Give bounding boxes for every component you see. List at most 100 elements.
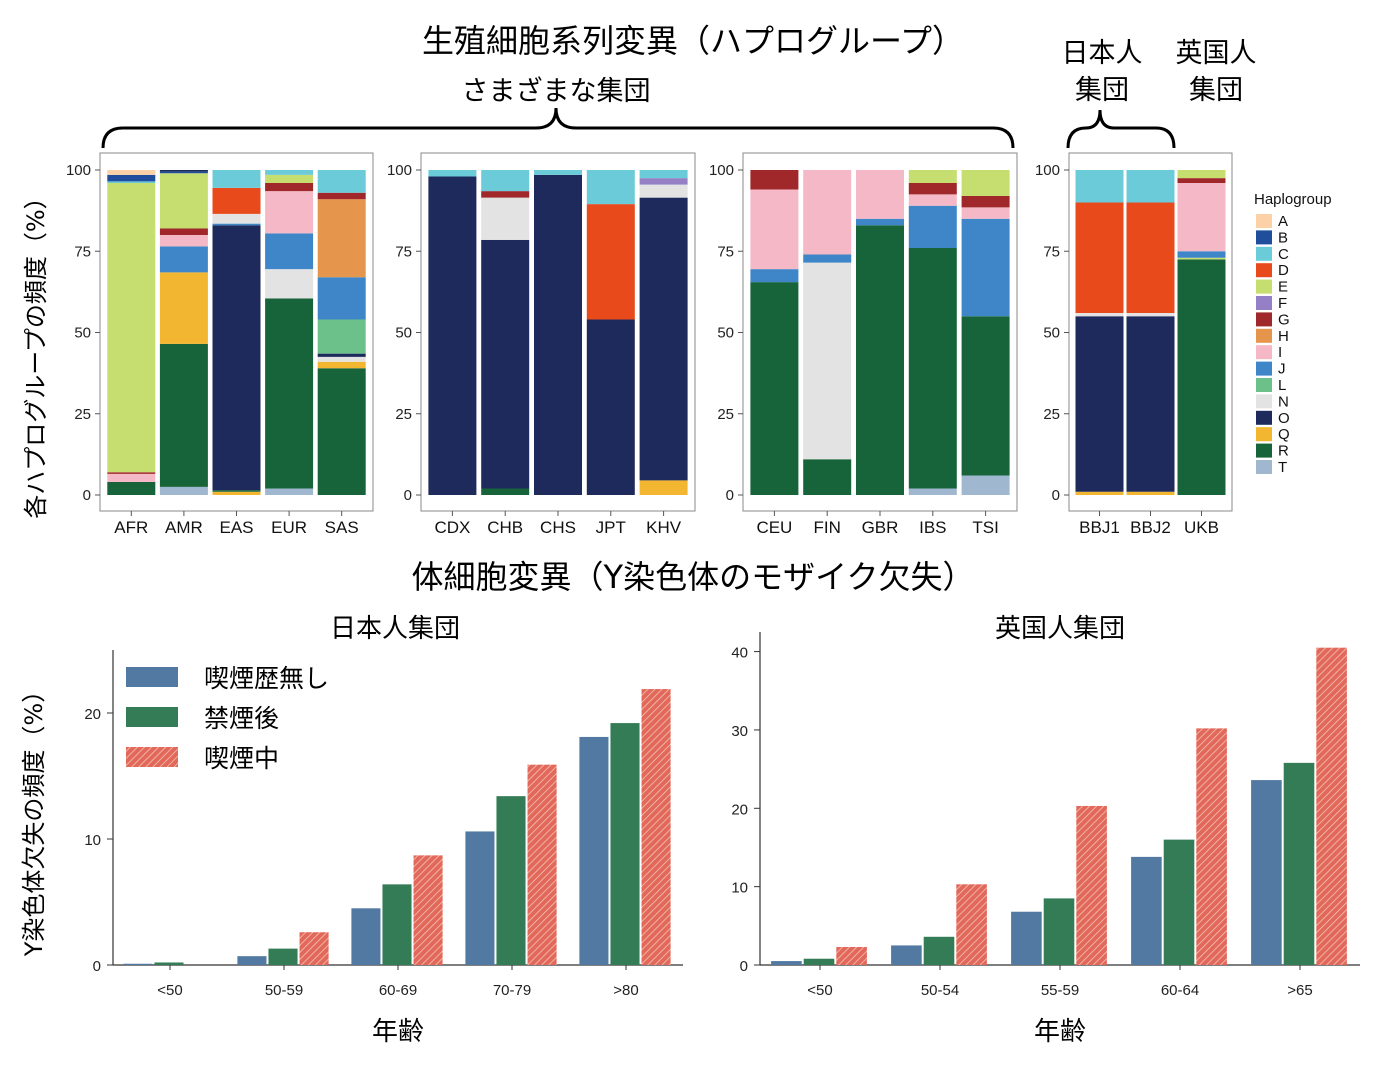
bar-65-series-3 <box>1316 647 1347 965</box>
x-tick-label: 50-54 <box>921 982 959 999</box>
segment-afr-g <box>107 472 156 474</box>
segment-eas-d <box>212 187 261 214</box>
stack-panel-3: 0 25 50 75 100 CEU FIN GBR IBS TSI <box>709 152 1018 537</box>
segment-fin-i <box>803 170 852 255</box>
segment-tsi-r <box>961 316 1010 476</box>
x-tick-label: >65 <box>1287 982 1312 999</box>
segment-fin-j <box>803 254 852 263</box>
y-tick-label: 30 <box>731 723 748 740</box>
x-tick-label: 70-79 <box>493 982 531 999</box>
segment-amr-q <box>159 272 208 344</box>
x-tick-label: JPT <box>596 518 626 537</box>
segment-sas-c <box>317 170 366 193</box>
y-tick-label: 25 <box>74 406 91 423</box>
legend-label-c: C <box>1278 246 1289 263</box>
bar-65-series-2 <box>1283 762 1315 965</box>
segment-gbr-r <box>856 225 904 495</box>
panel-title: 英国人集団 <box>995 614 1125 644</box>
segment-ceu-i <box>750 189 799 270</box>
segment-bbj1-o <box>1075 316 1124 492</box>
legend-swatch-h <box>1256 328 1272 343</box>
bar-55-59-series-3 <box>1076 805 1107 965</box>
mloy-panels: 日本人集団 0 10 20 <50 50-59 60-69 70-79 >80 年齢 Y染色体欠失の… <box>20 614 1360 1047</box>
segment-ibs-g <box>908 183 957 195</box>
legend-swatch-n <box>1256 394 1272 409</box>
segment-bbj1-c <box>1075 170 1124 203</box>
legend-swatch-i <box>1256 345 1272 360</box>
y-tick-label: 25 <box>1043 406 1060 423</box>
y-tick-label: 25 <box>395 406 412 423</box>
segment-amr-o <box>159 170 208 172</box>
x-tick-label: BBJ2 <box>1130 518 1171 537</box>
segment-eur-c <box>265 170 314 175</box>
panel-title: 日本人集団 <box>330 614 460 644</box>
bar-70-79-series-1 <box>465 831 495 965</box>
y-tick-label: 50 <box>74 325 91 342</box>
bar-50-series-1 <box>771 961 802 965</box>
y-tick-label: 50 <box>395 325 412 342</box>
x-tick-label: CHS <box>540 518 576 537</box>
y-tick-label: 50 <box>1043 325 1060 342</box>
bar-50-54-series-3 <box>956 884 987 965</box>
legend-swatch-t <box>1256 460 1272 474</box>
legend-label-series-2: 禁煙後 <box>204 704 279 733</box>
x-tick-label: 60-64 <box>1161 982 1199 999</box>
y-tick-label: 75 <box>717 243 734 260</box>
top-y-axis-label: 各ハプログループの頻度（%） <box>22 185 50 518</box>
y-tick-label: 0 <box>83 487 91 504</box>
y-tick-label: 20 <box>84 706 101 723</box>
segment-ukb-r <box>1177 259 1226 495</box>
legend-swatch-a <box>1256 214 1272 228</box>
somatic-title: 体細胞変異（Y染色体のモザイク欠失） <box>412 558 975 596</box>
legend-label-h: H <box>1278 328 1289 345</box>
segment-khv-q <box>639 480 688 495</box>
haplogroup-panels: 0 25 50 75 100 AFR AMR EAS EUR SAS 0 25 50 75 100 CDX CH… <box>66 152 1233 537</box>
bar-50-54-series-1 <box>891 945 922 965</box>
x-tick-label: EUR <box>271 518 307 537</box>
segment-eas-r <box>212 490 261 492</box>
segment-jpt-o <box>586 319 635 495</box>
segment-sas-j <box>317 277 366 320</box>
y-tick-label: 10 <box>84 832 101 849</box>
y-tick-label: 100 <box>387 162 412 179</box>
segment-sas-r <box>317 368 366 495</box>
segment-bbj2-d <box>1126 202 1175 313</box>
segment-afr-r <box>107 482 156 495</box>
bar-55-59-series-2 <box>1043 898 1075 965</box>
bar-80-series-3 <box>641 689 671 965</box>
segment-ukb-i <box>1177 183 1226 252</box>
bar-60-64-series-1 <box>1131 856 1162 965</box>
x-tick-label: KHV <box>646 518 682 537</box>
segment-chs-c <box>534 170 582 175</box>
segment-sas-g <box>317 192 366 200</box>
y-axis-label: Y染色体欠失の頻度（%） <box>20 679 48 957</box>
segment-chb-c <box>481 170 530 192</box>
segment-sas-n <box>317 356 366 362</box>
legend-swatch-d <box>1256 263 1272 278</box>
segment-eur-n <box>265 269 314 299</box>
segment-tsi-i <box>961 207 1010 219</box>
segment-bbj2-o <box>1126 316 1175 492</box>
bar-50-series-2 <box>154 962 184 965</box>
segment-tsi-e <box>961 170 1010 196</box>
segment-ibs-t <box>908 488 957 495</box>
segment-sas-h <box>317 199 366 278</box>
segment-khv-o <box>639 197 688 481</box>
brace-japanese <box>1066 109 1176 149</box>
bar-50-54-series-2 <box>923 936 955 965</box>
segment-afr-i <box>107 473 156 482</box>
legend-label-f: F <box>1278 295 1287 312</box>
x-tick-label: <50 <box>157 982 182 999</box>
segment-sas-q <box>317 361 366 369</box>
x-tick-label: 50-59 <box>265 982 303 999</box>
segment-amr-g <box>159 228 208 235</box>
bar-80-series-1 <box>579 736 609 965</box>
legend-swatch-o <box>1256 410 1272 425</box>
segment-ibs-r <box>908 248 957 489</box>
y-tick-label: 20 <box>731 801 748 818</box>
x-tick-label: 55-59 <box>1041 982 1079 999</box>
segment-afr-c <box>107 181 156 183</box>
stack-panel-1: 0 25 50 75 100 AFR AMR EAS EUR SAS <box>66 152 374 537</box>
x-tick-label: EAS <box>219 518 253 537</box>
legend-label-n: N <box>1278 393 1289 410</box>
